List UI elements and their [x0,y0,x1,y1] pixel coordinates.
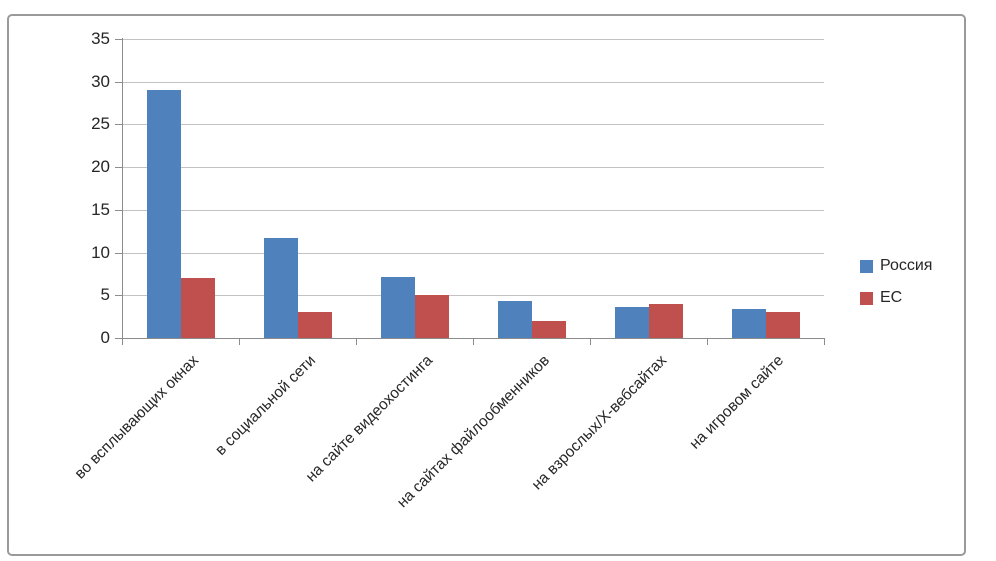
legend-label: ЕС [880,289,903,306]
y-axis-tick-label-20: 20 [91,157,110,177]
legend-label: Россия [880,257,933,274]
legend-swatch-icon [860,259,873,273]
y-axis-tick-label-25: 25 [91,114,110,134]
y-axis-tick-30 [115,81,122,83]
bar-eu-0 [181,278,215,338]
x-axis-tick-5 [707,339,708,345]
y-axis-tick-10 [115,252,122,254]
x-axis-tick-4 [590,339,591,345]
bar-russia-3 [498,301,532,338]
y-gridline-15 [122,209,824,211]
x-axis-line [122,338,825,339]
y-gridline-20 [122,167,824,169]
bar-russia-1 [264,238,298,338]
y-gridline-5 [122,295,824,297]
y-axis-line [122,38,123,338]
y-axis-tick-label-35: 35 [91,29,110,48]
legend-entry-eu: ЕС [860,289,932,307]
bar-russia-2 [381,277,415,338]
y-axis-tick-label-15: 15 [91,199,110,219]
x-axis-tick-3 [473,339,474,345]
y-gridline-30 [122,81,824,83]
y-axis-tick-label-30: 30 [91,71,110,91]
bar-eu-5 [766,312,800,338]
bar-eu-1 [298,312,332,338]
x-axis-tick-2 [356,339,357,345]
x-axis-tick-1 [239,339,240,345]
y-axis-tick-35 [115,39,122,40]
y-axis-tick-20 [115,167,122,169]
y-gridline-10 [122,252,824,254]
y-gridline-35 [122,39,824,40]
bar-eu-3 [532,320,566,338]
chart-legend: Россия ЕС [860,257,932,321]
bar-russia-4 [615,307,649,338]
bar-russia-0 [147,90,181,338]
y-axis-tick-5 [115,295,122,297]
y-axis-tick-label-0: 0 [100,328,110,347]
y-axis-tick-label-10: 10 [91,242,110,262]
legend-swatch-icon [860,291,873,305]
y-axis-tick-label-5: 5 [100,285,110,305]
y-axis-tick-25 [115,124,122,126]
bar-eu-4 [649,303,683,338]
y-axis-tick-0 [115,338,122,339]
x-axis-tick-6 [824,339,825,345]
y-axis-tick-15 [115,209,122,211]
y-gridline-25 [122,124,824,126]
bar-russia-5 [732,308,766,338]
x-axis-tick-0 [122,339,123,345]
legend-entry-russia: Россия [860,257,932,275]
bar-eu-2 [415,295,449,338]
